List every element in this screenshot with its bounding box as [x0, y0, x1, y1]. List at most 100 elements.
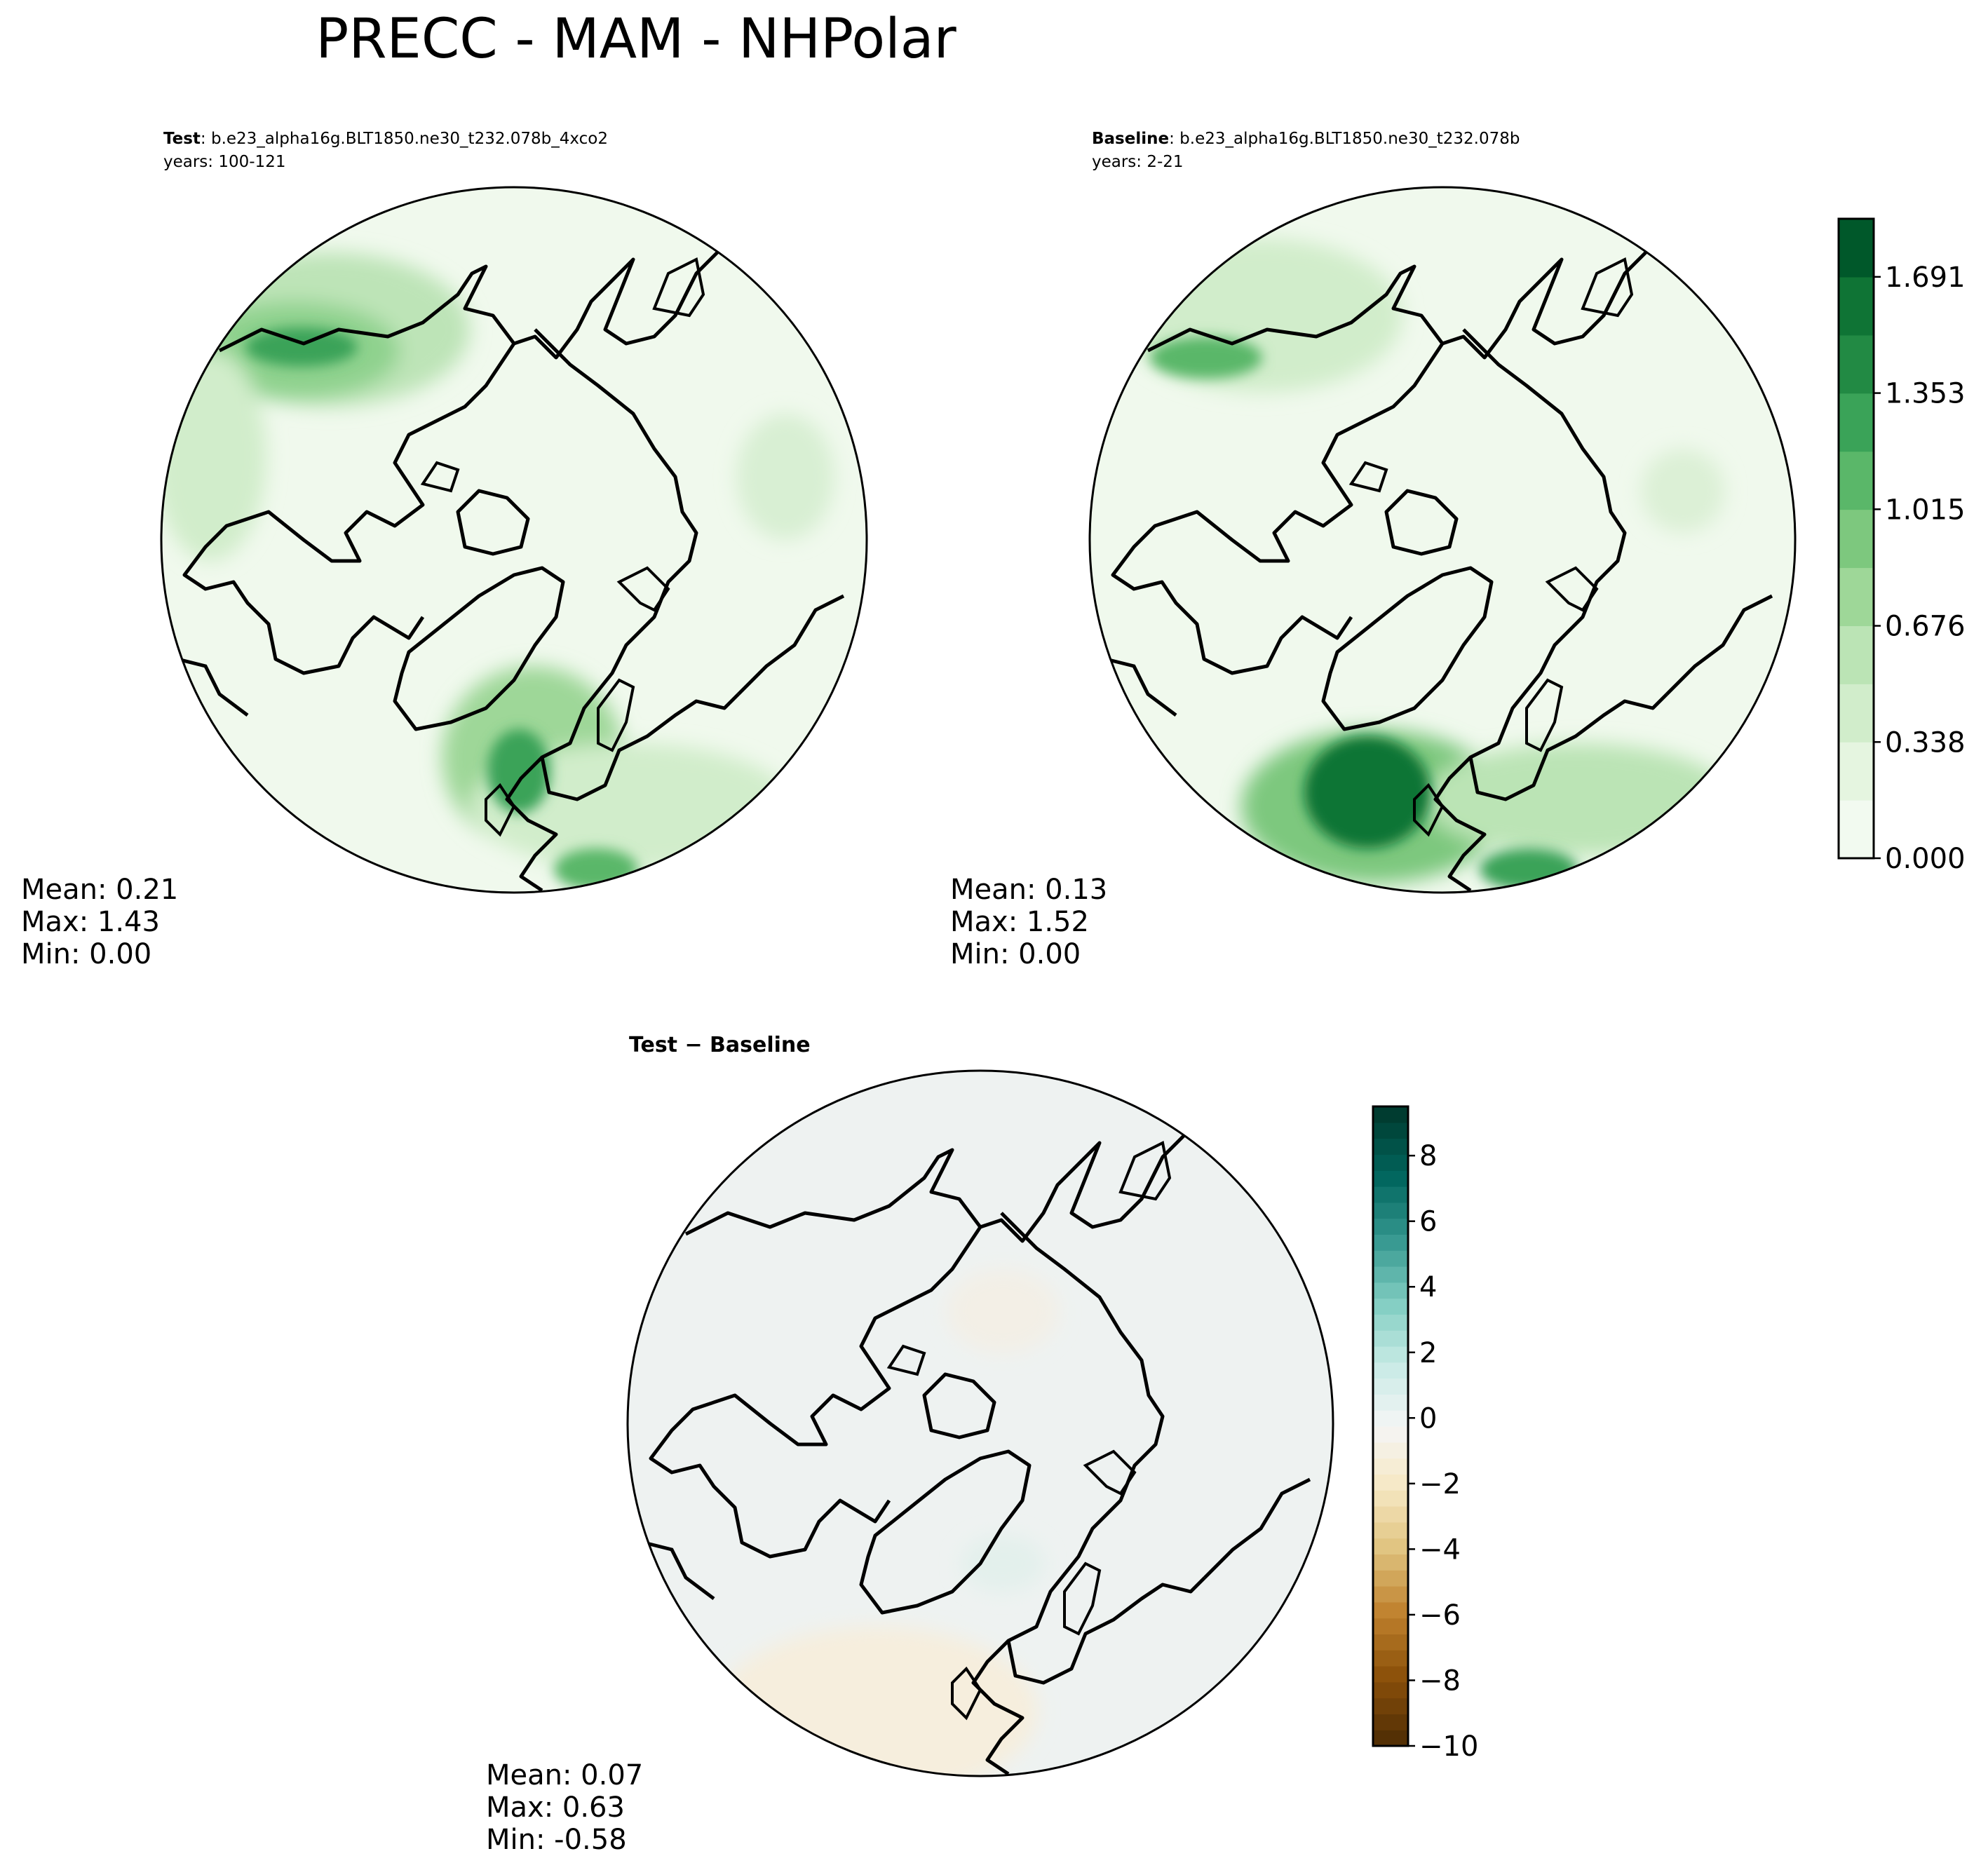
- figure-title: PRECC - MAM - NHPolar: [316, 8, 956, 71]
- baseline-colorbar-band: [1839, 567, 1874, 626]
- difference-colorbar-tick-label: 4: [1419, 1271, 1437, 1303]
- test-max: Max: 1.43: [21, 906, 160, 938]
- baseline-colorbar-band: [1839, 625, 1874, 684]
- difference-colorbar-band: [1373, 1698, 1408, 1714]
- baseline-colorbar-band: [1839, 684, 1874, 743]
- difference-map-boundary: [626, 1069, 1334, 1777]
- difference-anomaly-area: [715, 1627, 1038, 1776]
- difference-colorbar-band: [1373, 1154, 1408, 1171]
- baseline-precip-core: [1150, 337, 1262, 379]
- difference-colorbar-band: [1373, 1506, 1408, 1523]
- baseline-colorbar-tick-label: 1.691: [1885, 262, 1966, 294]
- difference-map-background: [628, 1071, 1333, 1776]
- difference-colorbar-band: [1373, 1586, 1408, 1603]
- test-min: Min: 0.00: [21, 938, 151, 970]
- baseline-colorbar-tick-label: 1.353: [1885, 378, 1966, 410]
- difference-colorbar-band: [1373, 1346, 1408, 1363]
- difference-colorbar-band: [1373, 1410, 1408, 1427]
- difference-colorbar-band: [1373, 1282, 1408, 1299]
- baseline-mean: Mean: 0.13: [950, 874, 1107, 906]
- test-precip-core: [487, 729, 550, 813]
- baseline-colorbar-frame: [1837, 217, 1875, 860]
- difference-colorbar-tick-label: 8: [1419, 1140, 1437, 1172]
- test-panel: Test: b.e23_alpha16g.BLT1850.ne30_t232.0…: [21, 130, 868, 970]
- difference-colorbar-band: [1373, 1634, 1408, 1651]
- baseline-colorbar-band: [1839, 276, 1874, 336]
- baseline-colorbar-tick-label: 0.000: [1885, 843, 1966, 875]
- difference-max: Max: 0.63: [486, 1791, 625, 1824]
- difference-label: Test − Baseline: [629, 1033, 811, 1057]
- baseline-colorbar-band: [1839, 742, 1874, 801]
- difference-colorbar-tick-label: 2: [1419, 1337, 1437, 1369]
- difference-colorbar-band: [1373, 1474, 1408, 1491]
- difference-colorbar-band: [1373, 1714, 1408, 1730]
- difference-colorbar-band: [1373, 1378, 1408, 1395]
- difference-colorbar-band: [1373, 1650, 1408, 1667]
- baseline-colorbar-band: [1839, 800, 1874, 859]
- difference-colorbar-frame: [1372, 1105, 1409, 1747]
- baseline-colorbar-band: [1839, 393, 1874, 452]
- difference-colorbar-band: [1373, 1538, 1408, 1554]
- difference-colorbar-band: [1373, 1106, 1408, 1123]
- baseline-colorbar-tick-label: 0.676: [1885, 611, 1966, 643]
- test-label-rest: : b.e23_alpha16g.BLT1850.ne30_t232.078b_…: [201, 130, 608, 148]
- baseline-min: Min: 0.00: [950, 938, 1081, 970]
- baseline-colorbar: 0.000 0.338 0.676 1.015 1.353 1.691: [1837, 217, 1966, 875]
- difference-colorbar-band: [1373, 1234, 1408, 1251]
- difference-colorbar-band: [1373, 1442, 1408, 1459]
- difference-colorbar-band: [1373, 1601, 1408, 1619]
- baseline-colorbar-tick-label: 1.015: [1885, 494, 1966, 526]
- difference-colorbar-band: [1373, 1618, 1408, 1634]
- difference-colorbar-tick-label: −4: [1419, 1533, 1461, 1566]
- baseline-colorbar-band: [1839, 451, 1874, 510]
- difference-colorbar-tick-label: −8: [1419, 1665, 1461, 1697]
- baseline-max: Max: 1.52: [950, 906, 1089, 938]
- difference-colorbar-band: [1373, 1730, 1408, 1747]
- difference-colorbar-tick-label: −10: [1419, 1730, 1478, 1763]
- difference-colorbar-band: [1373, 1394, 1408, 1411]
- baseline-precip-core: [1304, 736, 1431, 848]
- baseline-map-boundary: [1088, 186, 1797, 894]
- baseline-colorbar-tick-label: 0.338: [1885, 726, 1966, 759]
- difference-colorbar-band: [1373, 1298, 1408, 1315]
- baseline-precip-area: [1641, 449, 1725, 533]
- difference-colorbar-tick-label: 6: [1419, 1206, 1437, 1238]
- difference-colorbar-band: [1373, 1218, 1408, 1235]
- difference-colorbar: −10 −8 −6 −4 −2 0 2 4 6 8: [1372, 1105, 1478, 1763]
- baseline-precip-core: [1480, 848, 1578, 890]
- difference-colorbar-band: [1373, 1138, 1408, 1155]
- test-precip-core: [245, 327, 358, 367]
- difference-colorbar-band: [1373, 1362, 1408, 1379]
- difference-colorbar-band: [1373, 1122, 1408, 1139]
- test-precip-area: [736, 414, 834, 540]
- difference-colorbar-tick-label: 0: [1419, 1402, 1437, 1435]
- difference-anomaly-area: [961, 1536, 1045, 1592]
- difference-min: Min: -0.58: [486, 1824, 627, 1856]
- difference-colorbar-band: [1373, 1490, 1408, 1507]
- difference-map: [628, 1071, 1333, 1776]
- difference-panel: Test − Baseline Mean: 0.07 Max: 0.63 Min…: [486, 1033, 1478, 1856]
- test-mean: Mean: 0.21: [21, 874, 178, 906]
- difference-colorbar-band: [1373, 1681, 1408, 1699]
- difference-colorbar-band: [1373, 1458, 1408, 1475]
- baseline-years: years: 2-21: [1092, 153, 1184, 171]
- test-label-bold: Test: [163, 130, 201, 148]
- difference-mean: Mean: 0.07: [486, 1759, 643, 1791]
- difference-colorbar-band: [1373, 1314, 1408, 1331]
- difference-colorbar-band: [1373, 1186, 1408, 1203]
- difference-colorbar-band: [1373, 1170, 1408, 1187]
- difference-colorbar-band: [1373, 1250, 1408, 1267]
- baseline-map: [1090, 187, 1795, 893]
- difference-colorbar-tick-label: −2: [1419, 1468, 1461, 1500]
- difference-colorbar-band: [1373, 1202, 1408, 1219]
- difference-colorbar-band: [1373, 1266, 1408, 1283]
- difference-colorbar-band: [1373, 1570, 1408, 1587]
- baseline-label-rest: : b.e23_alpha16g.BLT1850.ne30_t232.078b: [1169, 130, 1520, 148]
- baseline-label-bold: Baseline: [1092, 130, 1169, 148]
- difference-colorbar-band: [1373, 1554, 1408, 1571]
- baseline-colorbar-band: [1839, 334, 1874, 394]
- test-map-boundary: [160, 186, 868, 894]
- difference-colorbar-band: [1373, 1522, 1408, 1539]
- test-map: [161, 187, 867, 893]
